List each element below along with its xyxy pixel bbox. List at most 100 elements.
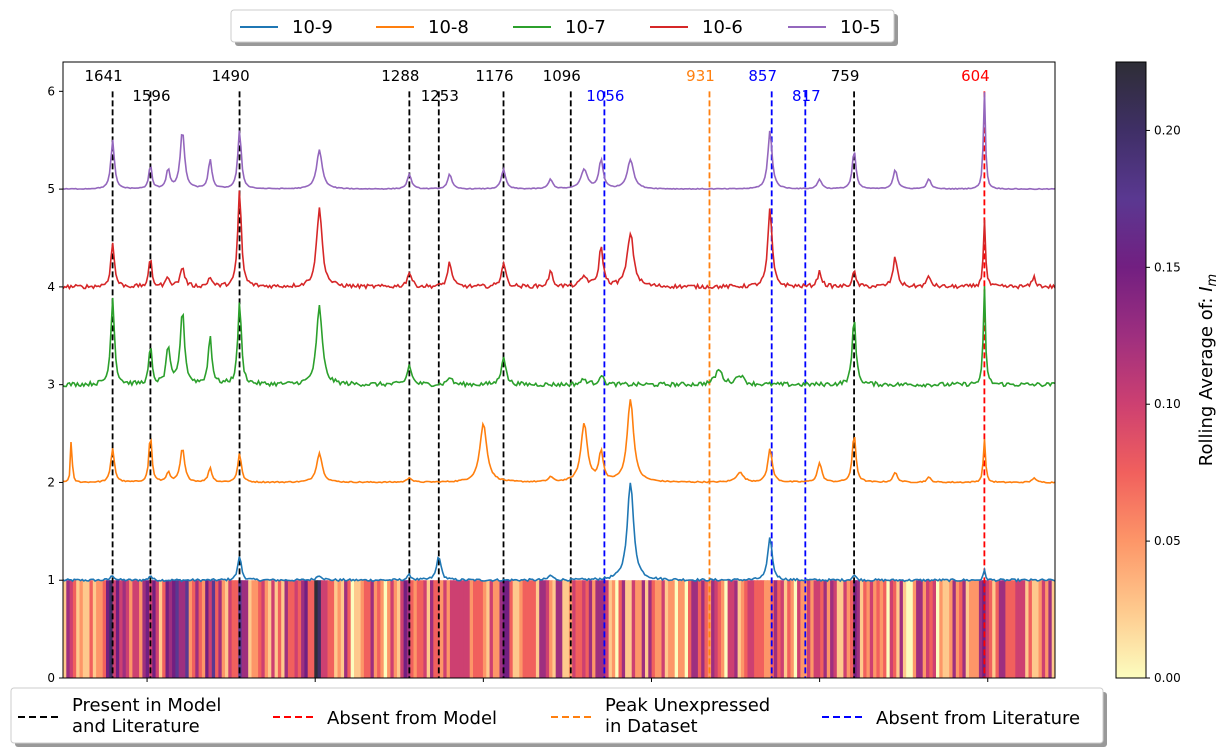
heatmap-cell <box>555 580 560 678</box>
heatmap-cell <box>886 580 891 678</box>
heatmap-cell <box>231 580 236 678</box>
peak-label-1288: 1288 <box>381 67 419 85</box>
peak-label-1641: 1641 <box>85 67 123 85</box>
heatmap-cell <box>1012 580 1016 678</box>
heatmap-cell <box>172 580 177 678</box>
heatmap-cell <box>757 580 762 678</box>
legend-label-unexpressed-line2: in Dataset <box>605 716 698 737</box>
heatmap-cell <box>721 580 725 678</box>
peak-label-1490: 1490 <box>211 67 249 85</box>
heatmap-cell <box>939 580 944 678</box>
heatmap-cell <box>737 580 742 678</box>
heatmap-cell <box>896 580 901 678</box>
heatmap-cell <box>195 580 200 678</box>
heatmap-cell <box>949 580 954 678</box>
peak-label-759: 759 <box>831 67 860 85</box>
y-tick-label: 5 <box>47 182 55 196</box>
heatmap-cell <box>853 580 858 678</box>
heatmap-strip <box>63 580 1055 678</box>
heatmap-cell <box>578 580 583 678</box>
peak-label-1596: 1596 <box>132 87 170 105</box>
heatmap-cell <box>843 580 848 678</box>
heatmap-cell <box>823 580 828 678</box>
heatmap-cell <box>221 580 226 678</box>
heatmap-cell <box>182 580 186 678</box>
legend-label-10-6: 10-6 <box>702 17 743 38</box>
heatmap-cell <box>416 580 421 678</box>
heatmap-cell <box>1005 580 1010 678</box>
heatmap-cell <box>320 580 325 678</box>
heatmap-cell <box>297 580 302 678</box>
heatmap-cell <box>1021 580 1026 678</box>
heatmap-cell <box>387 580 392 678</box>
legend-label-present: Present in Model <box>72 695 221 716</box>
heatmap-cell <box>317 580 322 678</box>
heatmap-cell <box>350 580 355 678</box>
heatmap-cell <box>479 580 484 678</box>
heatmap-cell <box>125 580 130 678</box>
heatmap-cell <box>251 580 256 678</box>
series-line-10-7 <box>63 286 1055 389</box>
heatmap-cell <box>592 580 597 678</box>
heatmap-cell <box>773 580 778 678</box>
y-tick-label: 0 <box>47 671 55 685</box>
heatmap-cell <box>433 580 438 678</box>
heatmap-cell <box>149 580 153 678</box>
legend-label-10-9: 10-9 <box>292 17 333 38</box>
heatmap-cell <box>694 580 699 678</box>
spectra-curves <box>63 92 1055 583</box>
heatmap-cell <box>1041 580 1046 678</box>
heatmap-cell <box>218 580 223 678</box>
heatmap-cell <box>463 580 468 678</box>
heatmap-cell <box>165 580 170 678</box>
heatmap-cell <box>754 580 759 678</box>
heatmap-cell <box>109 580 114 678</box>
heatmap-cell <box>684 580 689 678</box>
heatmap-cell <box>291 580 296 678</box>
heatmap-cell <box>443 580 448 678</box>
heatmap-cell <box>86 580 91 678</box>
heatmap-cell <box>588 580 593 678</box>
heatmap-cell <box>522 580 527 678</box>
heatmap-cell <box>129 580 134 678</box>
heatmap-cell <box>307 580 312 678</box>
heatmap-cell <box>142 580 147 678</box>
heatmap-cell <box>76 580 81 678</box>
heatmap-cell <box>1018 580 1023 678</box>
heatmap-cell <box>281 580 286 678</box>
heatmap-cell <box>787 580 792 678</box>
heatmap-cell <box>301 580 306 678</box>
heatmap-cell <box>813 580 818 678</box>
heatmap-cell <box>876 580 881 678</box>
heatmap-cell <box>158 580 163 678</box>
heatmap-cell <box>420 580 425 678</box>
heatmap-cell <box>734 580 739 678</box>
heatmap-cell <box>936 580 940 678</box>
peak-label-1253: 1253 <box>421 87 459 105</box>
legend-label-model_absent: Absent from Model <box>327 708 497 729</box>
series-legend: 10-9 10-8 10-7 10-6 10-5 <box>230 9 898 46</box>
peak-label-931: 931 <box>686 67 715 85</box>
heatmap-cell <box>466 580 471 678</box>
heatmap-cell <box>714 580 719 678</box>
y-tick-label: 2 <box>47 475 55 489</box>
heatmap-cell <box>1051 580 1055 678</box>
heatmap-cell <box>96 580 101 678</box>
heatmap-cell <box>201 580 206 678</box>
heatmap-cell <box>902 580 907 678</box>
heatmap-cell <box>89 580 94 678</box>
heatmap-cell <box>826 580 831 678</box>
heatmap-cell <box>304 580 309 678</box>
heatmap-cell <box>545 580 550 678</box>
y-tick-label: 3 <box>47 378 55 392</box>
heatmap-cell <box>783 580 788 678</box>
heatmap-cell <box>730 580 735 678</box>
heatmap-cell <box>185 580 190 678</box>
heatmap-cell <box>631 580 636 678</box>
heatmap-cell <box>1048 580 1053 678</box>
heatmap-cell <box>469 580 474 678</box>
heatmap-cell <box>403 580 408 678</box>
heatmap-cell <box>311 580 315 678</box>
